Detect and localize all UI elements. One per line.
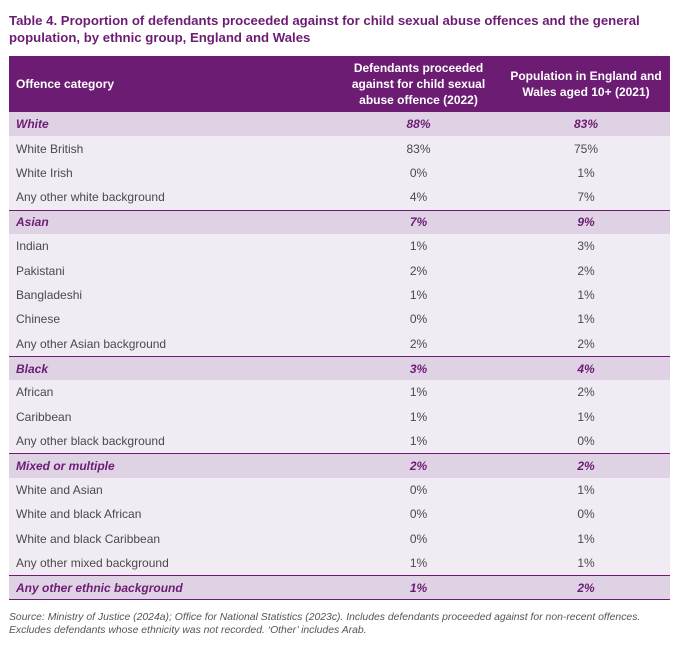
population-cell: 9% bbox=[577, 215, 595, 230]
table-row: White and black African 0% 0% bbox=[9, 502, 670, 527]
defendants-cell: 0% bbox=[409, 312, 428, 327]
category-cell: Any other ethnic background bbox=[16, 580, 183, 595]
population-cell: 1% bbox=[577, 287, 595, 302]
table-row: Chinese 0% 1% bbox=[9, 307, 670, 332]
table-row: Any other mixed background 1% 1% bbox=[9, 551, 670, 576]
table-row: Bangladeshi 1% 1% bbox=[9, 282, 670, 308]
table-row: Pakistani 2% 2% bbox=[9, 258, 670, 283]
defendants-cell: 88% bbox=[406, 117, 431, 132]
category-cell: African bbox=[16, 385, 54, 400]
defendants-cell: 0% bbox=[409, 507, 428, 522]
population-cell: 1% bbox=[577, 531, 595, 546]
population-cell: 1% bbox=[577, 409, 595, 424]
header-defendants: Defendants proceeded against for child s… bbox=[351, 61, 486, 107]
defendants-cell: 0% bbox=[409, 483, 428, 498]
population-cell: 0% bbox=[577, 434, 595, 449]
category-cell: White Irish bbox=[16, 165, 73, 180]
defendants-cell: 1% bbox=[409, 239, 428, 254]
population-cell: 2% bbox=[577, 385, 595, 400]
category-cell: Chinese bbox=[16, 312, 61, 327]
source-note: Source: Ministry of Justice (2024a); Off… bbox=[9, 612, 641, 636]
table-row: White Irish 0% 1% bbox=[9, 160, 670, 186]
category-cell: Asian bbox=[16, 215, 49, 230]
table-row: White and black Caribbean 0% 1% bbox=[9, 526, 670, 552]
table-title: Table 4. Proportion of defendants procee… bbox=[9, 13, 640, 45]
population-cell: 1% bbox=[577, 312, 595, 327]
group-row: Mixed or multiple 2% 2% bbox=[9, 453, 670, 478]
category-cell: Pakistani bbox=[16, 263, 65, 278]
category-cell: White and black Caribbean bbox=[16, 531, 161, 546]
table-row: African 1% 2% bbox=[9, 380, 670, 405]
defendants-cell: 2% bbox=[409, 459, 428, 474]
category-cell: Any other black background bbox=[16, 434, 165, 449]
category-cell: Any other mixed background bbox=[16, 556, 169, 571]
group-row: White 88% 83% bbox=[9, 112, 670, 137]
category-cell: Caribbean bbox=[16, 409, 72, 424]
header-population: Population in England and Wales aged 10+… bbox=[510, 69, 662, 99]
defendants-cell: 83% bbox=[406, 141, 431, 156]
defendants-cell: 7% bbox=[409, 215, 428, 230]
table-header: Offence category Defendants proceeded ag… bbox=[9, 56, 670, 112]
defendants-cell: 1% bbox=[409, 434, 428, 449]
category-cell: Any other Asian background bbox=[16, 336, 167, 351]
defendants-cell: 3% bbox=[409, 361, 428, 376]
category-cell: Indian bbox=[16, 239, 49, 254]
population-cell: 83% bbox=[573, 117, 599, 132]
defendants-cell: 0% bbox=[409, 531, 428, 546]
table-row: Any other Asian background 2% 2% bbox=[9, 331, 670, 356]
population-cell: 7% bbox=[577, 190, 595, 205]
population-cell: 75% bbox=[573, 141, 599, 156]
category-cell: White bbox=[16, 117, 49, 132]
group-row: Asian 7% 9% bbox=[9, 209, 670, 234]
table-row: Any other black background 1% 0% bbox=[9, 429, 670, 454]
population-cell: 2% bbox=[577, 459, 595, 474]
population-cell: 3% bbox=[577, 239, 595, 254]
population-cell: 2% bbox=[577, 580, 595, 595]
table-body: White 88% 83% White British 83% 75% White Iris… bbox=[9, 112, 670, 600]
header-offence-category: Offence category bbox=[16, 77, 115, 91]
population-cell: 1% bbox=[577, 483, 595, 498]
population-cell: 1% bbox=[577, 556, 595, 571]
population-cell: 4% bbox=[577, 361, 595, 376]
defendants-cell: 1% bbox=[409, 580, 428, 595]
defendants-cell: 1% bbox=[409, 287, 428, 302]
table-row: Caribbean 1% 1% bbox=[9, 404, 670, 430]
population-cell: 0% bbox=[577, 507, 595, 522]
population-cell: 2% bbox=[577, 336, 595, 351]
group-row: Any other ethnic background 1% 2% bbox=[9, 575, 670, 600]
category-cell: Bangladeshi bbox=[16, 287, 83, 302]
defendants-cell: 4% bbox=[409, 190, 428, 205]
category-cell: White and black African bbox=[16, 507, 142, 522]
group-row: Black 3% 4% bbox=[9, 355, 670, 381]
defendants-cell: 2% bbox=[409, 336, 428, 351]
defendants-cell: 1% bbox=[409, 409, 428, 424]
defendants-cell: 1% bbox=[409, 385, 428, 400]
table-row: White and Asian 0% 1% bbox=[9, 477, 670, 503]
defendants-cell: 1% bbox=[409, 556, 428, 571]
defendants-cell: 0% bbox=[409, 165, 428, 180]
table-row: White British 83% 75% bbox=[9, 136, 670, 161]
population-cell: 1% bbox=[577, 165, 595, 180]
category-cell: White British bbox=[16, 141, 84, 156]
table-row: Any other white background 4% 7% bbox=[9, 185, 670, 210]
table-row: Indian 1% 3% bbox=[9, 233, 670, 259]
category-cell: Black bbox=[16, 361, 49, 376]
category-cell: Mixed or multiple bbox=[16, 459, 115, 474]
ethnicity-table: Offence category Defendants proceeded ag… bbox=[9, 56, 670, 600]
category-cell: Any other white background bbox=[16, 190, 165, 205]
defendants-cell: 2% bbox=[409, 263, 428, 278]
population-cell: 2% bbox=[577, 263, 595, 278]
category-cell: White and Asian bbox=[16, 483, 103, 498]
